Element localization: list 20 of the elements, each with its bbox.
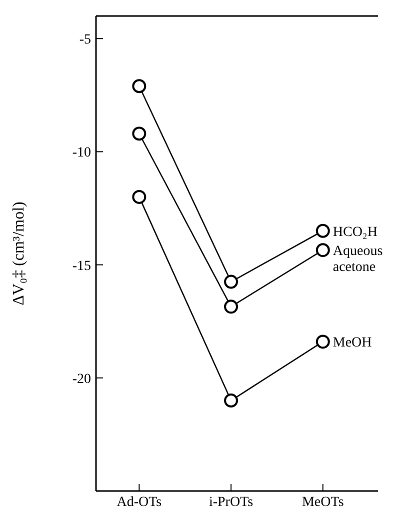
x-tick-label: MeOTs bbox=[302, 494, 344, 510]
series-label: HCO₂H bbox=[332, 224, 378, 240]
point bbox=[224, 300, 238, 314]
point bbox=[316, 334, 330, 349]
point bbox=[132, 79, 146, 94]
y-tick-label: -20 bbox=[72, 372, 91, 387]
point bbox=[316, 224, 330, 238]
x-tick-label: Ad-OTs bbox=[116, 494, 162, 510]
y-tick-label: -15 bbox=[72, 258, 91, 274]
series-label: MeOH bbox=[332, 336, 372, 351]
point bbox=[132, 126, 146, 141]
y-tick-label: -5 bbox=[79, 32, 91, 48]
point bbox=[316, 243, 330, 258]
y-tick-label: -10 bbox=[72, 146, 91, 161]
point bbox=[132, 190, 146, 204]
y-axis-title: ΔV₀‡ (cm³/mol) bbox=[10, 202, 28, 306]
series-label: Aqueous acetone bbox=[332, 244, 383, 276]
x-tick-label: i-PrOTs bbox=[208, 494, 254, 510]
point bbox=[224, 274, 238, 289]
point bbox=[224, 394, 238, 408]
